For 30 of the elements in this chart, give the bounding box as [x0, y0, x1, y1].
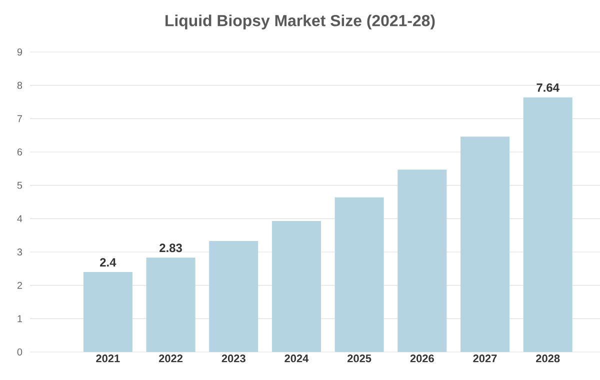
x-tick-label: 2026 — [410, 354, 434, 362]
x-tick-label: 2023 — [222, 354, 246, 362]
x-tick-label: 2028 — [536, 354, 560, 362]
x-tick-label: 2025 — [347, 354, 372, 362]
bar — [334, 197, 384, 352]
y-tick-label: 5 — [17, 182, 22, 189]
x-tick-label: 2022 — [158, 354, 183, 362]
y-tick-label: 4 — [17, 215, 22, 222]
y-tick-label: 7 — [17, 115, 22, 122]
data-label: 2.4 — [100, 258, 116, 266]
bar — [83, 272, 132, 352]
bar — [523, 97, 572, 352]
chart-title: Liquid Biopsy Market Size (2021-28) — [166, 14, 435, 30]
x-tick-label: 2024 — [284, 354, 309, 362]
bar — [272, 221, 321, 352]
y-tick-label: 0 — [17, 348, 22, 356]
data-label: 7.64 — [536, 83, 560, 92]
bar — [398, 170, 447, 352]
y-tick-label: 6 — [17, 148, 22, 156]
x-tick-label: 2021 — [96, 354, 120, 362]
y-tick-label: 2 — [17, 282, 22, 289]
data-label: 2.83 — [160, 244, 182, 252]
x-tick-label: 2027 — [473, 354, 497, 362]
y-tick-label: 1 — [18, 315, 22, 322]
bar — [146, 258, 196, 352]
bar — [460, 136, 510, 352]
y-tick-label: 9 — [17, 48, 22, 56]
bar — [209, 241, 258, 352]
y-tick-label: 3 — [17, 248, 22, 256]
y-tick-label: 8 — [17, 82, 22, 89]
